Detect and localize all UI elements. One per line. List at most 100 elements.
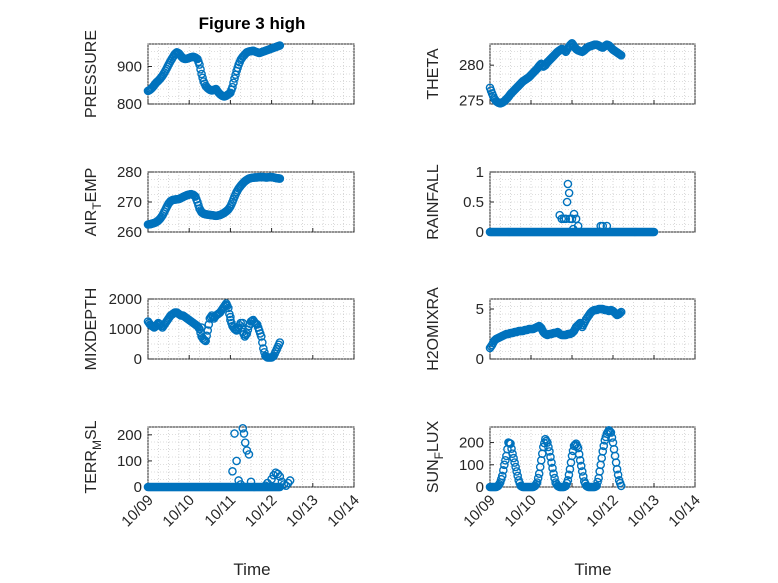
data-point bbox=[598, 447, 608, 456]
data-point bbox=[549, 469, 558, 478]
data-point bbox=[569, 441, 579, 451]
data-point bbox=[649, 227, 659, 237]
subplot-5: 0 1000 2000 MIXDEPTH bbox=[83, 288, 355, 371]
x-tick-label: 10/10 bbox=[501, 492, 540, 531]
y-axis-label: H2OMIXRA bbox=[425, 287, 442, 371]
y-axis-label: MIXDEPTH bbox=[83, 288, 100, 371]
y-tick-label: 2000 bbox=[109, 291, 142, 308]
data-point bbox=[202, 331, 212, 341]
data-point bbox=[269, 470, 278, 480]
data-point bbox=[604, 426, 614, 435]
y-tick-label: 280 bbox=[459, 57, 484, 74]
data-point bbox=[613, 470, 623, 480]
y-axis-label: TERRMSL bbox=[83, 420, 104, 493]
data-point bbox=[499, 466, 508, 475]
data-point bbox=[232, 456, 241, 466]
data-point bbox=[281, 481, 291, 490]
y-tick-label: 0 bbox=[134, 351, 142, 368]
y-tick-label: 0 bbox=[476, 351, 484, 368]
data-point bbox=[577, 467, 587, 476]
data-point bbox=[546, 452, 555, 462]
x-tick-label: 10/13 bbox=[283, 492, 322, 531]
subplot-3: 260 270 280 AIRTEMP bbox=[83, 164, 355, 241]
data-point bbox=[196, 65, 205, 74]
x-tick-label: 10/10 bbox=[159, 492, 198, 531]
data-point bbox=[229, 78, 238, 88]
data-point bbox=[562, 197, 572, 207]
data-point bbox=[602, 221, 612, 231]
x-axis-label-right: Time bbox=[574, 560, 611, 579]
data-point bbox=[563, 179, 573, 189]
data-point bbox=[576, 461, 586, 471]
data-point bbox=[543, 438, 552, 447]
x-tick-label: 10/14 bbox=[324, 492, 363, 531]
data-point bbox=[547, 458, 556, 467]
data-point bbox=[512, 467, 521, 476]
data-point bbox=[598, 221, 608, 231]
data-point bbox=[616, 307, 626, 317]
data-point bbox=[563, 476, 573, 485]
data-point bbox=[592, 481, 601, 491]
data-point bbox=[575, 456, 585, 465]
data-point bbox=[221, 300, 231, 310]
data-point bbox=[606, 428, 616, 437]
y-axis-label: RAINFALL bbox=[425, 164, 442, 240]
y-axis-label: SUNFLUX bbox=[425, 421, 446, 494]
data-point bbox=[236, 480, 245, 489]
y-tick-label: 1000 bbox=[109, 321, 142, 338]
data-point bbox=[548, 463, 557, 473]
x-tick-label: 10/14 bbox=[665, 492, 704, 531]
data-point bbox=[497, 471, 507, 481]
data-point bbox=[230, 74, 239, 83]
data-point bbox=[273, 469, 283, 479]
x-tick-label: 10/12 bbox=[583, 492, 622, 531]
y-axis-label: PRESSURE bbox=[83, 30, 100, 118]
y-tick-label: 200 bbox=[117, 427, 142, 444]
y-tick-label: 200 bbox=[459, 435, 484, 452]
data-point bbox=[574, 449, 584, 459]
data-point bbox=[573, 443, 583, 453]
data-point bbox=[201, 336, 210, 346]
data-point bbox=[256, 332, 266, 341]
y-tick-label: 0.5 bbox=[463, 194, 484, 211]
data-point bbox=[561, 214, 571, 224]
y-tick-label: 5 bbox=[476, 301, 484, 318]
data-point bbox=[246, 477, 256, 487]
data-point bbox=[564, 470, 574, 480]
data-point bbox=[614, 309, 624, 319]
data-point bbox=[194, 323, 203, 332]
subplot-7: 0 100 200 10/09 10/10 10/11 10/12 10/13 10/14 TER… bbox=[83, 420, 363, 530]
data-point bbox=[238, 318, 248, 328]
subplot-1: 800 900 PRESSURE bbox=[83, 30, 355, 118]
data-point bbox=[593, 477, 602, 487]
data-point bbox=[569, 209, 579, 219]
data-point bbox=[616, 481, 626, 491]
y-tick-label: 280 bbox=[117, 164, 142, 181]
data-point bbox=[599, 441, 609, 451]
data-point bbox=[511, 462, 520, 472]
subplot-6: 0 5 H2OMIXRA bbox=[425, 287, 696, 371]
data-point bbox=[573, 221, 583, 231]
data-point bbox=[261, 481, 270, 490]
y-tick-label: 275 bbox=[459, 92, 484, 109]
y-tick-label: 800 bbox=[117, 96, 142, 113]
y-tick-label: 0 bbox=[476, 224, 484, 241]
data-point bbox=[510, 458, 519, 467]
x-tick-label: 10/11 bbox=[201, 492, 239, 530]
data-point bbox=[509, 453, 518, 463]
x-tick-label: 10/12 bbox=[242, 492, 281, 531]
data-point bbox=[275, 174, 285, 183]
data-point bbox=[226, 312, 235, 322]
y-tick-label: 0 bbox=[476, 479, 484, 496]
data-point bbox=[607, 433, 617, 442]
data-point bbox=[612, 464, 622, 474]
y-tick-label: 260 bbox=[117, 224, 142, 241]
y-tick-label: 270 bbox=[117, 194, 142, 211]
data-point bbox=[195, 60, 204, 69]
axes-layer: 800 900 PRESSURE 275 280 THETA 260 270 280 AIRTEM… bbox=[83, 30, 704, 530]
subplot-8: 0 100 200 10/09 10/10 10/11 10/12 10/13 10/14 SUN… bbox=[425, 421, 704, 531]
y-tick-label: 100 bbox=[459, 457, 484, 474]
data-point bbox=[506, 439, 515, 448]
data-point bbox=[240, 438, 250, 447]
data-point bbox=[204, 320, 214, 329]
